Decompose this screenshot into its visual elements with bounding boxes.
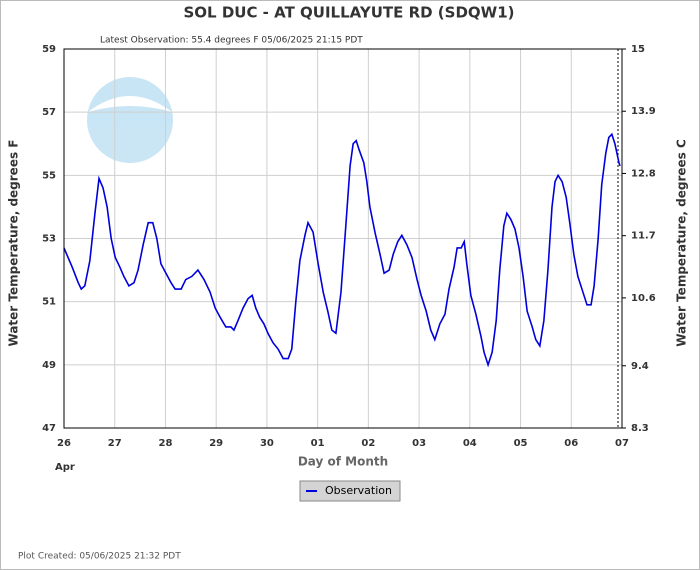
x-tick-label: 30 bbox=[260, 438, 274, 449]
y2-tick-label: 12.8 bbox=[631, 168, 656, 179]
y2-tick-label: 11.7 bbox=[631, 231, 656, 242]
plot-border bbox=[63, 48, 623, 429]
x-tick-label: 01 bbox=[311, 438, 325, 449]
legend bbox=[299, 480, 401, 502]
x-tick-label: 07 bbox=[615, 438, 629, 449]
x-tick-label: 27 bbox=[108, 438, 122, 449]
x-tick-label: 03 bbox=[412, 438, 426, 449]
x-tick-label: 29 bbox=[209, 438, 223, 449]
y2-tick-label: 13.9 bbox=[631, 106, 656, 117]
y-tick-label: 55 bbox=[42, 170, 56, 181]
y2-tick-label: 10.6 bbox=[631, 293, 656, 304]
footer: Plot Created: 05/06/2025 21:32 PDT bbox=[18, 552, 181, 562]
y-tick-label: 53 bbox=[42, 234, 56, 245]
logo-circle bbox=[87, 77, 173, 163]
y2-tick-label: 8.3 bbox=[631, 423, 649, 434]
x-tick-label: 28 bbox=[158, 438, 172, 449]
series-line bbox=[63, 132, 621, 368]
y-tick-label: 49 bbox=[42, 360, 56, 371]
logo-wave bbox=[88, 96, 172, 112]
y-tick-label: 51 bbox=[42, 297, 56, 308]
x-annotation: Apr bbox=[55, 462, 75, 473]
x-axis-label: Day of Month bbox=[298, 455, 388, 469]
y-tick-label: 47 bbox=[42, 423, 56, 434]
logo bbox=[87, 77, 173, 163]
chart-title: SOL DUC - AT QUILLAYUTE RD (SDQW1) bbox=[183, 4, 514, 22]
y-axis-label: Water Temperature, degrees F bbox=[7, 140, 21, 347]
legend-label: Observation bbox=[325, 484, 392, 497]
x-tick-label: 26 bbox=[57, 438, 71, 449]
subtitle: Latest Observation: 55.4 degrees F 05/06… bbox=[100, 36, 363, 46]
y2-tick-label: 15 bbox=[631, 44, 645, 55]
x-tick-label: 06 bbox=[564, 438, 578, 449]
y2-tick-label: 9.4 bbox=[631, 361, 649, 372]
x-tick-label: 04 bbox=[463, 438, 477, 449]
y-tick-label: 59 bbox=[42, 44, 56, 55]
x-tick-label: 05 bbox=[514, 438, 528, 449]
y2-axis-label: Water Temperature, degrees C bbox=[675, 139, 689, 347]
x-tick-label: 02 bbox=[361, 438, 375, 449]
y-tick-label: 57 bbox=[42, 107, 56, 118]
